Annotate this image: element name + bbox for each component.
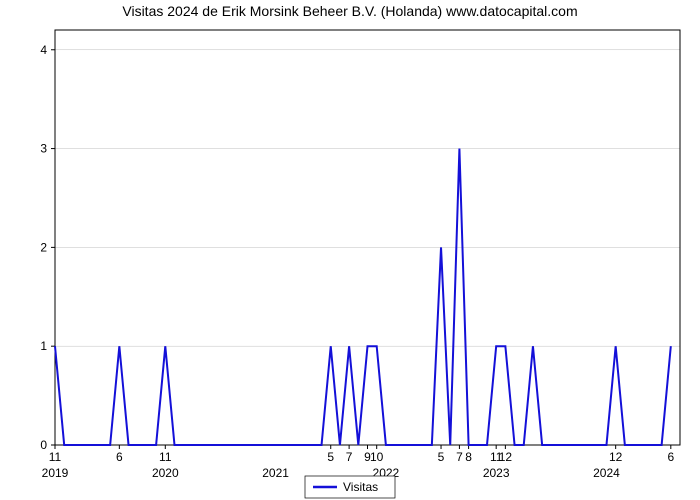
x-month-label: 5 [327, 450, 334, 464]
x-month-label: 6 [116, 450, 123, 464]
visits-chart: Visitas 2024 de Erik Morsink Beheer B.V.… [0, 0, 700, 500]
series-line-visitas [55, 149, 671, 445]
x-month-label: 7 [456, 450, 463, 464]
x-month-label: 6 [667, 450, 674, 464]
y-tick-label: 0 [40, 438, 47, 452]
x-year-label: 2021 [262, 466, 289, 480]
x-month-label: 11 [159, 450, 172, 464]
y-tick-label: 1 [40, 339, 47, 353]
y-tick-label: 4 [40, 43, 47, 57]
x-month-label: 12 [499, 450, 513, 464]
chart-svg: Visitas 2024 de Erik Morsink Beheer B.V.… [0, 0, 700, 500]
x-year-label: 2023 [483, 466, 510, 480]
x-month-label: 5 [438, 450, 445, 464]
x-year-label: 2020 [152, 466, 179, 480]
y-tick-label: 2 [40, 240, 47, 254]
chart-title: Visitas 2024 de Erik Morsink Beheer B.V.… [122, 3, 577, 19]
legend-label: Visitas [343, 480, 378, 494]
x-month-label: 10 [370, 450, 384, 464]
x-year-label: 2024 [593, 466, 620, 480]
x-month-label: 7 [346, 450, 353, 464]
x-month-label: 12 [609, 450, 623, 464]
x-year-label: 2019 [42, 466, 69, 480]
plot-border [55, 30, 680, 445]
x-month-label: 11 [49, 450, 62, 464]
x-month-label: 8 [465, 450, 472, 464]
y-tick-label: 3 [40, 142, 47, 156]
